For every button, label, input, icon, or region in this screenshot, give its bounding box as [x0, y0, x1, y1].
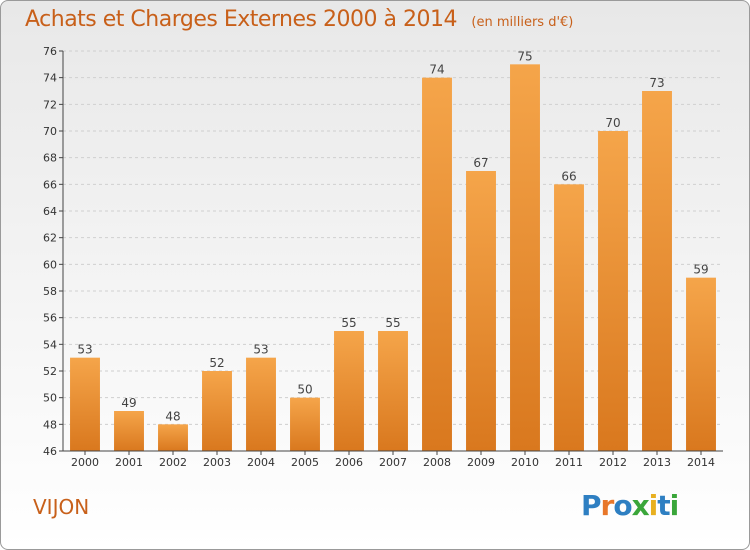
x-tick-label: 2000 [71, 456, 99, 469]
data-label: 59 [693, 263, 708, 277]
logo-letter: P [581, 489, 602, 522]
y-tick-label: 64 [43, 205, 57, 218]
y-tick-label: 72 [43, 98, 57, 111]
bar [466, 171, 496, 451]
x-tick-label: 2003 [203, 456, 231, 469]
y-tick-label: 50 [43, 392, 57, 405]
data-label: 55 [385, 316, 400, 330]
y-tick-label: 48 [43, 418, 57, 431]
logo-letter: i [669, 489, 680, 522]
y-tick-label: 74 [43, 72, 57, 85]
x-tick-label: 2014 [687, 456, 715, 469]
bar [378, 331, 408, 451]
bar [158, 424, 188, 451]
bars: 53 49 48 52 53 50 55 55 74 67 75 66 70 73 59 [70, 49, 716, 452]
logo-letter: x [631, 489, 650, 522]
data-label: 74 [429, 63, 444, 77]
data-label: 67 [473, 156, 488, 170]
bar [686, 277, 716, 451]
commune-name: VIJON [33, 495, 90, 519]
y-tick-label: 76 [43, 45, 57, 58]
bar [422, 77, 452, 452]
data-label: 53 [253, 343, 268, 357]
data-label: 49 [121, 396, 136, 410]
data-label: 50 [297, 383, 312, 397]
logo-letter: r [600, 489, 615, 522]
logo-letter: t [657, 489, 670, 522]
bar [598, 131, 628, 451]
bar [114, 411, 144, 451]
y-tick-label: 68 [43, 152, 57, 165]
y-tick-label: 70 [43, 125, 57, 138]
y-tick-label: 46 [43, 445, 57, 458]
logo-letter: o [613, 489, 632, 522]
x-tick-label: 2011 [555, 456, 583, 469]
y-tick-label: 54 [43, 338, 57, 351]
y-tick-label: 66 [43, 178, 57, 191]
y-tick-label: 60 [43, 258, 57, 271]
data-label: 66 [561, 169, 576, 183]
data-label: 55 [341, 316, 356, 330]
x-tick-label: 2010 [511, 456, 539, 469]
y-tick-label: 62 [43, 232, 57, 245]
x-axis: 2000 2001 2002 2003 2004 2005 2006 2007 2008 2009… [63, 450, 723, 469]
bar [554, 184, 584, 452]
data-label: 70 [605, 116, 620, 130]
data-label: 52 [209, 356, 224, 370]
y-tick-label: 58 [43, 285, 57, 298]
bar [642, 91, 672, 451]
data-label: 53 [77, 343, 92, 357]
data-label: 75 [517, 49, 532, 63]
logo-letter: i [648, 489, 659, 522]
bar [70, 357, 100, 451]
x-tick-label: 2007 [379, 456, 407, 469]
data-label: 73 [649, 76, 664, 90]
chart-title: Achats et Charges Externes 2000 à 2014 [25, 7, 457, 32]
x-tick-label: 2002 [159, 456, 187, 469]
x-tick-label: 2004 [247, 456, 275, 469]
x-tick-label: 2008 [423, 456, 451, 469]
data-label: 48 [165, 409, 180, 423]
y-axis: 46 48 50 52 54 56 58 60 62 64 66 68 70 72 74 76 [43, 45, 64, 458]
bar [290, 397, 320, 451]
y-tick-label: 52 [43, 365, 57, 378]
proxiti-logo: Proxiti [581, 489, 680, 522]
x-tick-label: 2009 [467, 456, 495, 469]
title-row: Achats et Charges Externes 2000 à 2014 (… [25, 7, 573, 32]
x-tick-label: 2006 [335, 456, 363, 469]
x-tick-label: 2005 [291, 456, 319, 469]
bar [510, 64, 540, 452]
bar [202, 371, 232, 451]
bar [334, 331, 364, 451]
y-tick-label: 56 [43, 312, 57, 325]
x-tick-label: 2013 [643, 456, 671, 469]
x-tick-label: 2001 [115, 456, 143, 469]
bar [246, 357, 276, 451]
x-tick-label: 2012 [599, 456, 627, 469]
chart-unit: (en milliers d'€) [471, 15, 574, 30]
